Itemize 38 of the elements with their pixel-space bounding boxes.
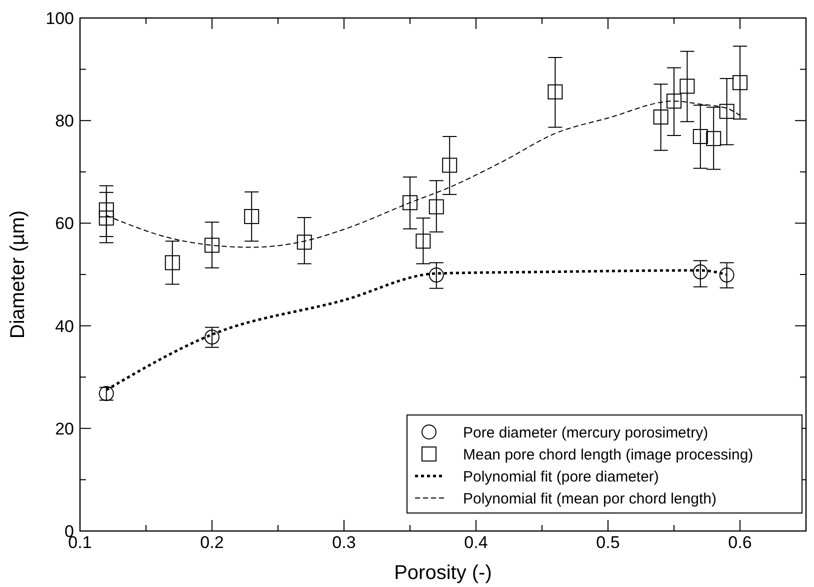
- point: [706, 131, 722, 146]
- y-tick-label: 100: [46, 8, 74, 28]
- legend-label: Pore diameter (mercury porosimetry): [463, 424, 708, 442]
- point: [653, 110, 668, 125]
- x-tick-label: 0.4: [464, 533, 488, 552]
- point: [692, 264, 708, 280]
- x-axis-title: Porosity (-): [394, 562, 492, 584]
- point: [732, 75, 748, 90]
- point: [548, 84, 563, 100]
- point: [402, 195, 418, 210]
- legend-label: Polynomial fit (pore diameter): [463, 468, 659, 486]
- point: [719, 268, 734, 283]
- point: [244, 209, 260, 224]
- point: [680, 78, 695, 94]
- x-tick-label: 0.2: [200, 533, 224, 552]
- y-tick-label: 80: [55, 112, 74, 131]
- point: [296, 234, 312, 250]
- y-axis-title: Diameter (µm): [7, 210, 29, 339]
- point: [98, 210, 114, 226]
- x-tick-label: 0.6: [728, 533, 752, 552]
- point: [692, 129, 708, 144]
- point: [204, 238, 220, 253]
- point: [204, 330, 220, 345]
- legend-label: Mean pore chord length (image processing): [463, 446, 754, 464]
- point: [428, 268, 444, 283]
- point: [666, 94, 682, 109]
- y-tick-label: 40: [55, 316, 74, 336]
- point: [442, 158, 458, 173]
- point: [98, 202, 114, 218]
- x-tick-label: 0.3: [332, 533, 356, 552]
- y-tick-label: 20: [55, 419, 74, 438]
- point: [416, 234, 431, 249]
- point: [164, 255, 180, 270]
- legend-label: Polynomial fit (mean por chord length): [463, 490, 716, 508]
- y-tick-label: 60: [55, 214, 74, 234]
- x-tick-label: 0.5: [596, 533, 620, 552]
- point: [428, 199, 444, 214]
- point: [719, 104, 734, 119]
